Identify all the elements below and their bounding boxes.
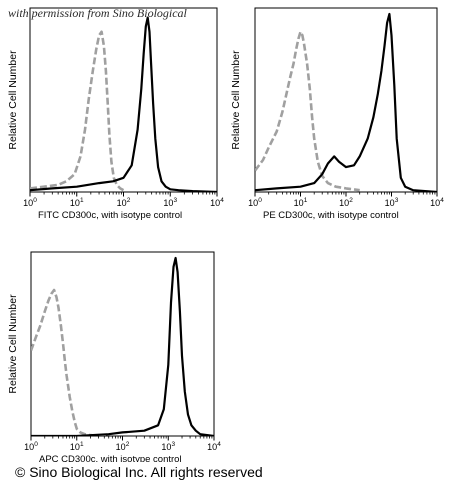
tick-exponent: 1 [80, 441, 84, 448]
tick-base: 10 [339, 198, 349, 208]
tick-base: 10 [163, 198, 173, 208]
x-axis-label: APC CD300c, with isotype control [39, 454, 182, 462]
tick-exponent: 3 [171, 441, 175, 448]
tick-exponent: 1 [80, 197, 84, 204]
tick-exponent: 4 [217, 441, 221, 448]
x-tick-label: 103 [385, 197, 399, 208]
x-axis-label: PE CD300c, with isotype control [263, 210, 399, 221]
tick-base: 10 [248, 198, 258, 208]
tick-base: 10 [161, 442, 171, 452]
isotype-control-series [255, 30, 360, 192]
tick-base: 10 [210, 198, 220, 208]
plot-frame [254, 7, 438, 193]
x-axis-label: FITC CD300c, with isotype control [38, 210, 182, 221]
x-tick-label: 100 [24, 441, 38, 452]
tick-exponent: 0 [258, 197, 262, 204]
tick-base: 10 [207, 442, 217, 452]
tick-exponent: 2 [349, 197, 353, 204]
tick-exponent: 4 [440, 197, 444, 204]
tick-base: 10 [23, 198, 33, 208]
x-tick-label: 103 [161, 441, 175, 452]
x-tick-label: 103 [163, 197, 177, 208]
x-tick-label: 101 [70, 441, 84, 452]
x-tick-label: 104 [430, 197, 444, 208]
tick-base: 10 [70, 198, 80, 208]
x-tick-label: 102 [117, 197, 131, 208]
isotype-control-series [30, 30, 125, 192]
y-axis-label: Relative Cell Number [230, 50, 242, 150]
tick-base: 10 [117, 198, 127, 208]
y-axis-label: Relative Cell Number [7, 294, 19, 394]
x-tick-label: 101 [70, 197, 84, 208]
tick-exponent: 0 [33, 197, 37, 204]
plot-frame [29, 7, 218, 193]
tick-base: 10 [70, 442, 80, 452]
tick-exponent: 2 [126, 441, 130, 448]
watermark-text: with permission from Sino Biological [8, 6, 187, 20]
tick-base: 10 [430, 198, 440, 208]
tick-base: 10 [385, 198, 395, 208]
tick-exponent: 3 [173, 197, 177, 204]
x-tick-label: 104 [210, 197, 224, 208]
cd300c-series [255, 12, 437, 192]
copyright-notice: © Sino Biological Inc. All rights reserv… [15, 464, 263, 480]
isotype-control-series [31, 288, 109, 436]
x-tick-label: 100 [248, 197, 262, 208]
cd300c-series [31, 256, 214, 436]
x-tick-label: 102 [116, 441, 130, 452]
tick-base: 10 [294, 198, 304, 208]
tick-base: 10 [24, 442, 34, 452]
tick-exponent: 0 [34, 441, 38, 448]
x-tick-label: 104 [207, 441, 221, 452]
tick-base: 10 [116, 442, 126, 452]
tick-exponent: 3 [395, 197, 399, 204]
y-axis-label: Relative Cell Number [7, 50, 19, 150]
tick-exponent: 4 [220, 197, 224, 204]
x-tick-label: 102 [339, 197, 353, 208]
cd300c-series [30, 16, 217, 192]
tick-exponent: 2 [127, 197, 131, 204]
x-tick-label: 101 [294, 197, 308, 208]
tick-exponent: 1 [304, 197, 308, 204]
x-tick-label: 100 [23, 197, 37, 208]
